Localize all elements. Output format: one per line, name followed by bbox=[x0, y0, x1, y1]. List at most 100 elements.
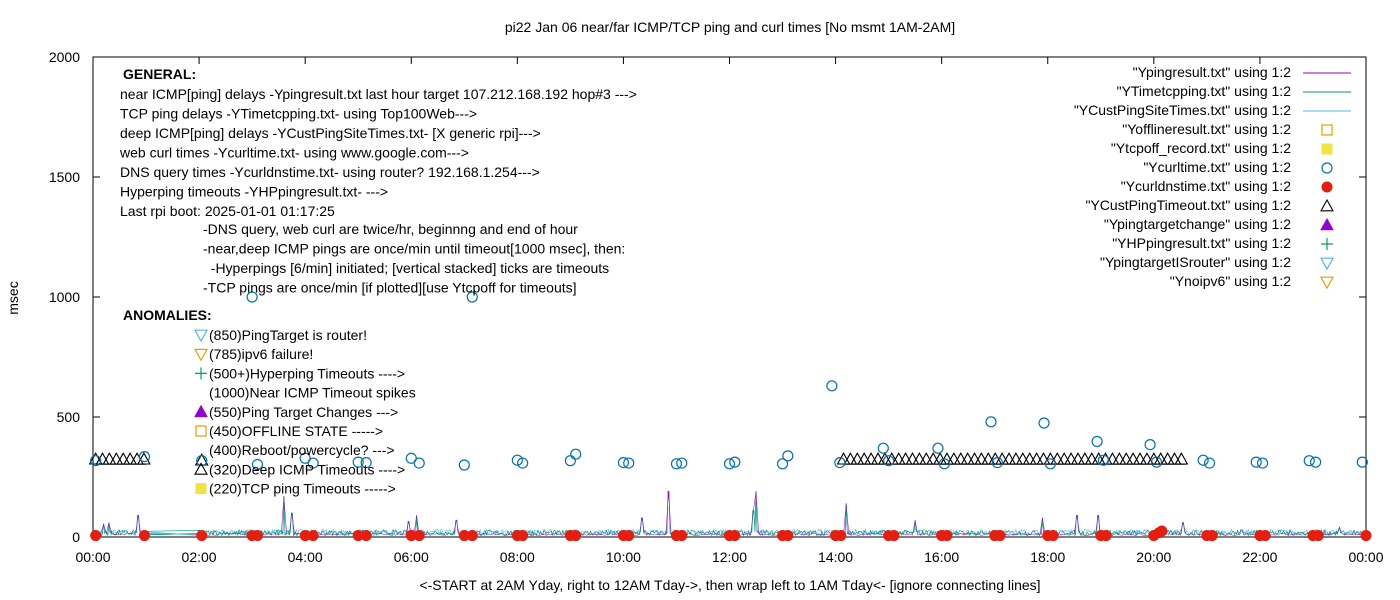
deep-icmp-timeout-marker bbox=[946, 452, 961, 465]
curl-time-point bbox=[776, 458, 789, 470]
legend-label: "YTimetcpping.txt" using 1:2 bbox=[1117, 83, 1292, 99]
deep-icmp-timeout-marker bbox=[109, 452, 124, 465]
curl-time-point bbox=[676, 457, 688, 469]
deep-icmp-timeout-marker bbox=[1140, 452, 1154, 465]
anomaly-line: (220)TCP ping Timeouts -----> bbox=[209, 481, 396, 497]
curl-time-point bbox=[360, 457, 372, 469]
dns-time-point bbox=[1047, 530, 1059, 542]
x-tick-label: 16:00 bbox=[924, 549, 959, 565]
dns-time-point bbox=[196, 530, 208, 542]
dns-time-point bbox=[835, 530, 847, 542]
deep-icmp-timeout-marker bbox=[1174, 452, 1189, 465]
dns-time-point bbox=[676, 530, 688, 542]
deep-icmp-timeout-marker bbox=[953, 452, 968, 465]
deep-icmp-timeout-marker bbox=[1133, 452, 1147, 465]
deep-icmp-timeout-marker bbox=[1002, 452, 1016, 465]
deep-icmp-timeout-marker bbox=[871, 452, 885, 465]
legend-swatch bbox=[1320, 198, 1334, 212]
legend-label: "Yofflineresult.txt" using 1:2 bbox=[1122, 121, 1291, 137]
legend-label: "Ypingresult.txt" using 1:2 bbox=[1133, 64, 1292, 80]
anomalies-header: ANOMALIES: bbox=[123, 307, 212, 323]
general-line: near ICMP[ping] delays -Ypingresult.txt … bbox=[120, 86, 637, 102]
curl-time-point bbox=[511, 454, 523, 466]
dns-time-point bbox=[888, 530, 900, 542]
curl-time-point bbox=[1097, 454, 1110, 466]
deep-icmp-timeout-marker bbox=[136, 452, 151, 465]
general-text-block: GENERAL: near ICMP[ping] delays -Ypingres… bbox=[119, 66, 637, 296]
deep-icmp-timeout-marker bbox=[960, 452, 975, 465]
x-tick-label: 22:00 bbox=[1242, 549, 1277, 565]
x-tick-label: 14:00 bbox=[818, 549, 853, 565]
curl-time-point bbox=[1256, 457, 1269, 469]
deep-icmp-timeout-marker bbox=[1008, 452, 1023, 465]
general-line: deep ICMP[ping] delays -YCustPingSiteTim… bbox=[120, 125, 541, 141]
curl-time-point bbox=[729, 456, 741, 468]
x-tick-label: 08:00 bbox=[500, 549, 535, 565]
deep-icmp-timeout-marker bbox=[1077, 452, 1092, 465]
deep-icmp-timeout-marker bbox=[123, 452, 138, 465]
deep-icmp-timeout-marker bbox=[843, 452, 858, 465]
deep-icmp-timeout-marker bbox=[1091, 452, 1106, 465]
legend-label: "YCustPingSiteTimes.txt" using 1:2 bbox=[1074, 102, 1291, 118]
deep-icmp-timeout-marker bbox=[912, 452, 927, 465]
anomaly-line: (550)Ping Target Changes ---> bbox=[209, 404, 398, 420]
anomaly-line: (1000)Near ICMP Timeout spikes bbox=[209, 385, 416, 401]
curl-time-point bbox=[1150, 456, 1163, 468]
deep-icmp-timeout-marker bbox=[981, 452, 996, 465]
anomaly-icon bbox=[194, 404, 208, 418]
deep-icmp-timeout-marker bbox=[864, 452, 879, 465]
y-tick-label: 2000 bbox=[49, 49, 80, 65]
curl-time-point bbox=[932, 442, 944, 454]
curl-time-point bbox=[883, 455, 895, 467]
x-tick-label: 00:00 bbox=[75, 549, 110, 565]
curl-time-point bbox=[138, 451, 151, 463]
curl-time-point bbox=[1303, 455, 1315, 467]
curl-time-point bbox=[834, 457, 846, 469]
deep-icmp-timeout-marker bbox=[898, 452, 913, 465]
legend-swatch bbox=[1321, 181, 1333, 193]
dns-time-point bbox=[623, 530, 635, 542]
curl-time-point bbox=[1356, 456, 1368, 468]
curl-time-point bbox=[570, 448, 582, 460]
curl-time-point bbox=[1038, 417, 1050, 429]
curl-time-point bbox=[670, 458, 683, 470]
legend-label: "Ypingtargetchange" using 1:2 bbox=[1104, 216, 1291, 232]
legend-swatch bbox=[1321, 124, 1333, 136]
deep-icmp-timeout-marker bbox=[905, 452, 920, 465]
anomaly-icon bbox=[193, 329, 209, 343]
wrap-connecting-line bbox=[143, 533, 202, 535]
deep-icmp-timeout-marker bbox=[116, 452, 131, 465]
deep-icmp-timeout-marker bbox=[1084, 452, 1099, 465]
curl-time-point bbox=[251, 458, 264, 471]
deep-icmp-timeout-marker bbox=[1126, 452, 1141, 465]
deep-icmp-timeout-marker bbox=[919, 452, 934, 465]
legend-swatch bbox=[1321, 162, 1333, 174]
dns-time-point bbox=[782, 530, 794, 542]
dns-time-point bbox=[307, 530, 319, 542]
curl-time-point bbox=[991, 457, 1003, 469]
legend-label: "Ycurltime.txt" using 1:2 bbox=[1143, 159, 1291, 175]
curl-time-point bbox=[405, 452, 417, 464]
deep-icmp-timeout-marker bbox=[836, 452, 851, 465]
curl-time-point bbox=[617, 457, 630, 469]
dns-time-point bbox=[941, 530, 953, 542]
general-note: -TCP pings are once/min [if plotted][use… bbox=[203, 280, 577, 296]
wrap-connecting-line bbox=[143, 531, 202, 536]
curl-time-point bbox=[1091, 435, 1103, 448]
curl-time-point bbox=[1197, 454, 1209, 466]
deep-icmp-timeout-marker bbox=[1119, 452, 1134, 465]
general-note: -near,deep ICMP pings are once/min until… bbox=[203, 241, 625, 257]
timeout-band-layer bbox=[88, 452, 1189, 466]
dns-time-point bbox=[994, 530, 1006, 542]
legend-label: "YCustPingTimeout.txt" using 1:2 bbox=[1085, 197, 1291, 213]
legend-label: "Ycurldnstime.txt" using 1:2 bbox=[1121, 178, 1291, 194]
dns-time-point bbox=[360, 530, 372, 542]
x-axis-label: <-START at 2AM Yday, right to 12AM Tday-… bbox=[419, 577, 1040, 593]
anomaly-icon bbox=[195, 483, 207, 495]
dns-time-point bbox=[90, 530, 102, 542]
curl-time-point bbox=[413, 457, 425, 469]
deep-icmp-timeout-marker bbox=[102, 452, 117, 465]
curl-time-point bbox=[517, 457, 529, 469]
curl-time-point bbox=[623, 457, 635, 469]
deep-icmp-timeout-marker bbox=[1043, 452, 1058, 465]
